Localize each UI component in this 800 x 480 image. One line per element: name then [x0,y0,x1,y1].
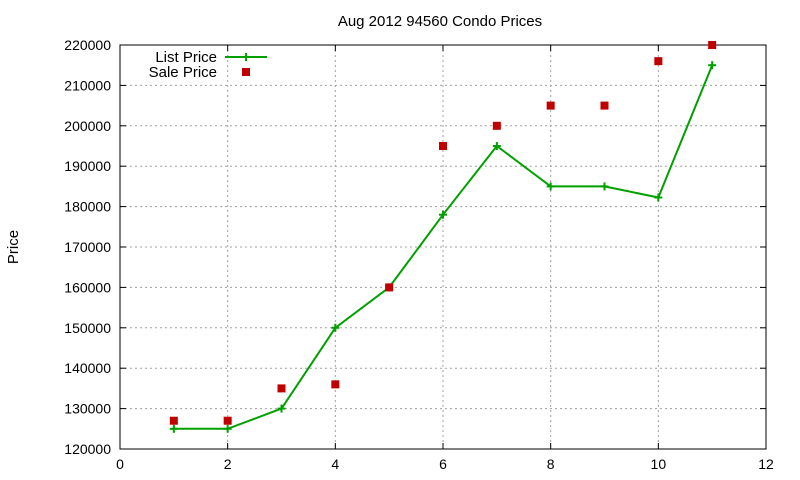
y-tick-label: 170000 [64,239,111,255]
y-tick-label: 120000 [64,441,111,457]
sale-price-point [492,121,501,130]
list-price-point [492,142,501,150]
grid [120,45,766,449]
sale-price-point [223,416,232,425]
sale-price-point [546,101,555,110]
list-price-point [439,210,447,219]
x-tick-label: 6 [439,456,447,472]
x-tick-label: 2 [224,456,232,472]
sale-price-point [331,380,340,389]
x-tick-label: 0 [116,456,124,472]
list-price-point [546,182,555,191]
sale-price-point [385,283,394,292]
y-tick-label: 150000 [64,320,111,336]
legend-label: Sale Price [149,64,217,81]
y-tick-label: 210000 [64,77,111,93]
list-price-point [331,323,340,332]
sale-price-point [708,41,717,49]
list-price-point [223,424,232,433]
y-tick-label: 160000 [64,279,111,295]
list-price-point [169,424,178,433]
x-tick-label: 12 [758,456,774,472]
legend-square-marker [242,68,250,76]
y-tick-label: 140000 [64,360,111,376]
sale-price-point [439,142,447,150]
legend-plus-marker [242,53,250,61]
sale-price-point [654,57,663,66]
x-tick-label: 4 [331,456,339,472]
x-tick-label: 10 [651,456,667,472]
axis-ticks: 0 2 4 6 8 10 12 120000 130000 140000 150000 160000 1… [64,37,774,472]
sale-price-point [169,416,178,425]
sale-price-point [277,384,286,393]
list-price-point [654,193,663,202]
legend-label: List Price [155,49,217,66]
series [169,41,717,433]
x-tick-label: 8 [547,456,555,472]
series-sale-price [169,41,717,425]
y-tick-label: 130000 [64,401,111,417]
sale-price-point [600,101,609,110]
list-price-point [708,61,717,70]
y-axis-label: Price [5,230,22,264]
y-tick-label: 220000 [64,37,111,53]
list-price-point [600,182,609,191]
chart-title: Aug 2012 94560 Condo Prices [338,13,542,30]
y-tick-label: 190000 [64,158,111,174]
y-tick-label: 200000 [64,118,111,134]
list-price-point [277,404,286,413]
plot-frame [119,44,767,450]
y-tick-label: 180000 [64,199,111,215]
